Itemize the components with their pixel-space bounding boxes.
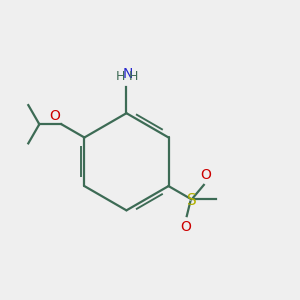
Text: H: H (116, 70, 126, 83)
Text: O: O (200, 168, 211, 182)
Text: O: O (49, 109, 60, 123)
Text: H: H (129, 70, 139, 83)
Text: S: S (187, 193, 197, 208)
Text: N: N (122, 68, 133, 81)
Text: O: O (180, 220, 191, 234)
